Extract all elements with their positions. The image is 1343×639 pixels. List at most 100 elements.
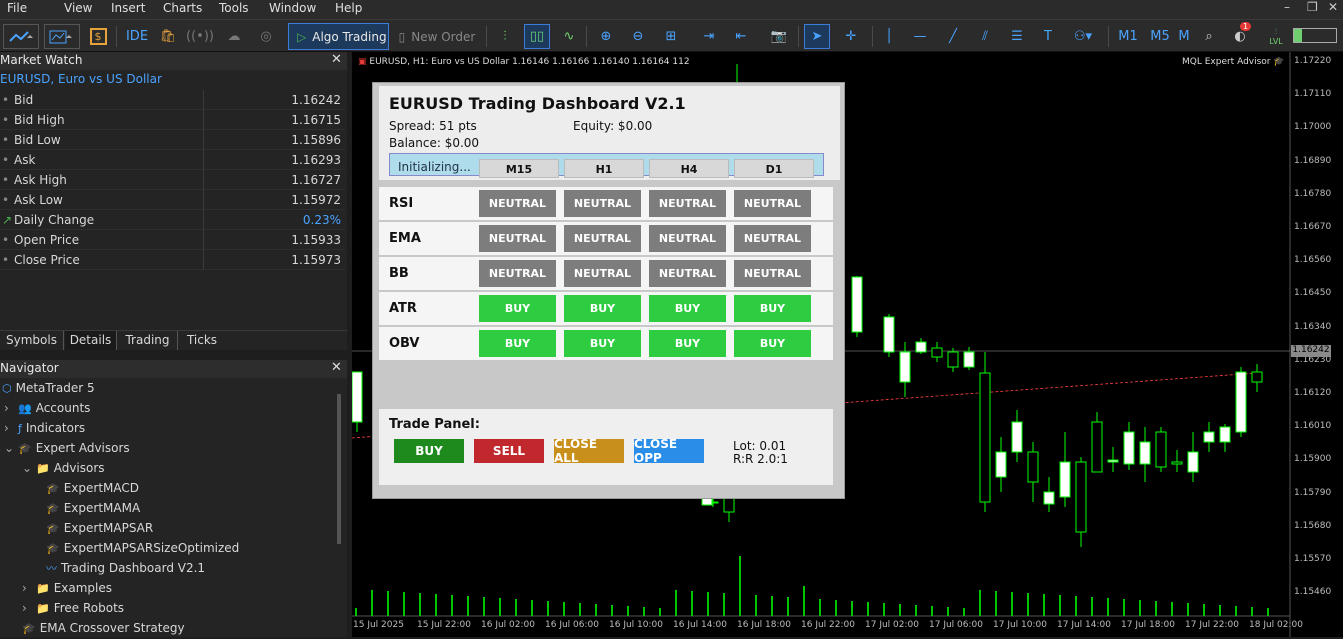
restore-icon[interactable]: ❐: [1307, 0, 1318, 14]
navigator-item-label: Examples: [53, 581, 113, 595]
tile-windows-icon[interactable]: ⊞: [665, 29, 677, 44]
signal-cell: NEUTRAL: [649, 190, 726, 217]
navigator-item[interactable]: › 📁 Examples: [22, 578, 112, 598]
market-watch-row[interactable]: • Close Price 1.15973: [0, 250, 345, 270]
navigator-item[interactable]: ⬡ MetaTrader 5: [2, 378, 95, 398]
period-m1[interactable]: M1: [1118, 29, 1138, 44]
navigator-item[interactable]: 〰 Trading Dashboard V2.1: [46, 558, 205, 578]
bar-chart-icon[interactable]: ⫶: [503, 29, 507, 44]
algo-trading-button[interactable]: ▷ Algo Trading: [288, 23, 389, 50]
tab-ticks[interactable]: Ticks: [186, 333, 218, 347]
crosshair-icon[interactable]: ✛: [845, 29, 857, 44]
indicators-menu-icon[interactable]: [44, 24, 80, 49]
menu-tools[interactable]: Tools: [219, 1, 249, 15]
fibonacci-icon[interactable]: ☰: [1011, 29, 1023, 44]
navigator-item[interactable]: ⌄ 🎓 Expert Advisors: [4, 438, 130, 458]
close-market-watch-icon[interactable]: ✕: [331, 52, 342, 67]
new-order-button[interactable]: ▯ New Order: [394, 24, 480, 49]
dollar-icon[interactable]: $: [88, 24, 108, 49]
close-icon[interactable]: ✕: [1328, 0, 1339, 14]
signals-icon[interactable]: ((•)): [186, 29, 214, 44]
cursor-icon[interactable]: ➤: [804, 24, 830, 49]
market-watch-row[interactable]: • Bid Low 1.15896: [0, 130, 345, 150]
period-more[interactable]: M: [1178, 29, 1190, 44]
close-navigator-icon[interactable]: ✕: [331, 360, 342, 375]
market-watch-row[interactable]: • Bid High 1.16715: [0, 110, 345, 130]
row-value: 1.16727: [291, 173, 341, 187]
navigator-item[interactable]: › 📁 Free Robots: [22, 598, 124, 618]
navigator-item[interactable]: 🎓 ExpertMAPSARSizeOptimized: [46, 538, 239, 558]
menu-insert[interactable]: Insert: [111, 1, 146, 15]
navigator-item[interactable]: 🎓 ExpertMAMA: [46, 498, 140, 518]
trendline-icon[interactable]: ╱: [949, 29, 957, 44]
chevron-down-icon[interactable]: ⌄: [22, 461, 33, 475]
auto-scroll-icon[interactable]: ⇥: [703, 29, 715, 44]
market-watch-row[interactable]: • Ask Low 1.15972: [0, 190, 345, 210]
candle-body: [931, 347, 943, 358]
chevron-right-icon[interactable]: ›: [22, 601, 27, 615]
zoom-out-icon[interactable]: ⊖: [632, 29, 644, 44]
tab-trading[interactable]: Trading: [118, 331, 178, 350]
trend-up-icon: ↗: [2, 213, 13, 227]
zoom-in-icon[interactable]: ⊕: [600, 29, 612, 44]
chevron-right-icon[interactable]: ›: [4, 401, 9, 415]
y-axis-label: 1.16450: [1294, 288, 1332, 299]
market-watch-row[interactable]: ↗ Daily Change 0.23%: [0, 210, 345, 230]
line-chart-icon[interactable]: ∿: [563, 29, 575, 44]
text-icon[interactable]: T: [1044, 29, 1052, 44]
x-axis-label: 17 Jul 10:00: [993, 620, 1047, 630]
menu-charts[interactable]: Charts: [163, 1, 203, 15]
expert-icon: 🎓: [46, 522, 60, 535]
menu-view[interactable]: View: [64, 1, 93, 15]
market-watch-panel: Market Watch ✕ EURUSD, Euro vs US Dollar…: [0, 52, 347, 330]
notifications-icon[interactable]: ◐ 1: [1228, 22, 1252, 49]
horizontal-line-icon[interactable]: —: [913, 29, 927, 44]
signal-cell: BUY: [734, 330, 811, 357]
y-axis-label: 1.15790: [1294, 487, 1332, 498]
navigator-item[interactable]: 🎓 ExpertMAPSAR: [46, 518, 153, 538]
market-watch-row[interactable]: • Ask High 1.16727: [0, 170, 345, 190]
bullet-icon: •: [2, 93, 10, 107]
vertical-line-icon[interactable]: │: [885, 29, 893, 44]
signal-level-icon[interactable]: ⫶ LVL: [1269, 27, 1283, 46]
market-watch-row[interactable]: • Open Price 1.15933: [0, 230, 345, 250]
cloud-icon[interactable]: ☁: [227, 29, 241, 44]
navigator-item[interactable]: › ƒ Indicators: [4, 418, 85, 438]
channel-icon[interactable]: ⫽: [982, 29, 988, 44]
menu-help[interactable]: Help: [335, 1, 363, 15]
chart-type-icon[interactable]: [3, 24, 39, 49]
navigator-item-label: ExpertMACD: [63, 481, 139, 495]
candlestick-icon[interactable]: ▯▯: [524, 24, 550, 49]
chevron-right-icon[interactable]: ›: [4, 421, 9, 435]
market-icon[interactable]: 🛍: [159, 29, 177, 44]
navigator-item[interactable]: › 👥 Accounts: [4, 398, 90, 418]
menu-window[interactable]: Window: [269, 1, 317, 15]
trading-dashboard[interactable]: EURUSD Trading Dashboard V2.1 Spread: 51…: [372, 82, 845, 499]
chevron-down-icon[interactable]: ⌄: [4, 441, 15, 455]
navigator-scrollbar[interactable]: [337, 394, 341, 544]
tab-symbols[interactable]: Symbols: [0, 331, 64, 350]
close-all-button[interactable]: CLOSE ALL: [554, 437, 624, 465]
minimize-icon[interactable]: –: [1284, 0, 1290, 14]
sell-button[interactable]: SELL: [474, 439, 544, 463]
market-watch-row[interactable]: • Bid 1.16242: [0, 90, 345, 110]
shapes-icon[interactable]: ⚇▾: [1073, 29, 1093, 44]
vps-icon[interactable]: ◎: [260, 29, 272, 44]
ide-button[interactable]: IDE: [125, 29, 149, 44]
bullet-icon: •: [2, 153, 10, 167]
menu-file[interactable]: File: [7, 1, 28, 15]
symbol-name[interactable]: EURUSD, Euro vs US Dollar: [0, 72, 162, 86]
market-watch-row[interactable]: • Ask 1.16293: [0, 150, 345, 170]
chart-shift-icon[interactable]: ⇤: [735, 29, 747, 44]
chevron-right-icon[interactable]: ›: [22, 581, 27, 595]
navigator-item[interactable]: 🎓 ExpertMACD: [46, 478, 139, 498]
close-opp-button[interactable]: CLOSE OPP: [634, 437, 704, 465]
screenshot-icon[interactable]: 📷: [770, 29, 788, 44]
navigator-item[interactable]: ⌄ 📁 Advisors: [22, 458, 105, 478]
buy-button[interactable]: BUY: [394, 439, 464, 463]
search-icon[interactable]: ⌕: [1205, 29, 1213, 44]
period-m5[interactable]: M5: [1150, 29, 1170, 44]
navigator-item[interactable]: 🎓 EMA Crossover Strategy: [22, 618, 185, 638]
signal-cell: BUY: [734, 295, 811, 322]
tab-details[interactable]: Details: [65, 331, 117, 350]
